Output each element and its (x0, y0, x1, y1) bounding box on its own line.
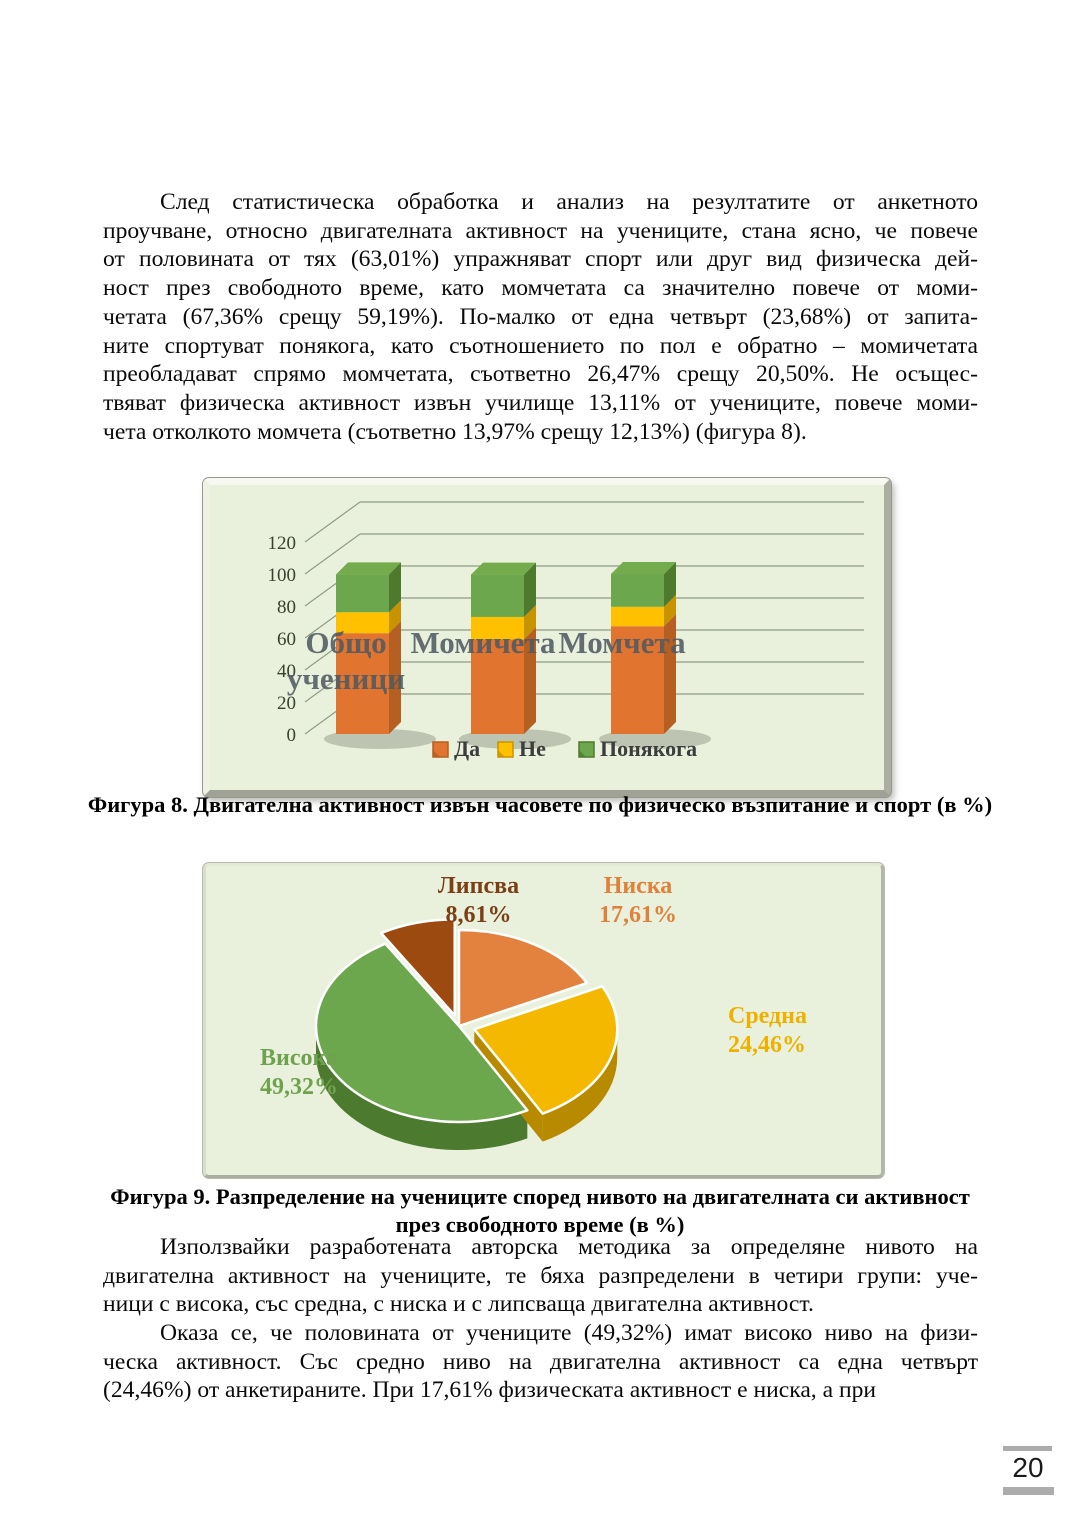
figure-9-caption-line-2: през свободното време (в %) (395, 1212, 685, 1237)
body-paragraph-3: Оказа се, че половината от учениците (49… (103, 1319, 978, 1405)
pie-label-niska-text: Ниска (603, 873, 673, 899)
pie-label-niska-value: 17,61% (599, 902, 677, 928)
pie-label-lipsva: Липсва 8,61% (396, 872, 561, 930)
category-label: Момчета (558, 625, 686, 660)
pie-label-lipsva-value: 8,61% (445, 902, 512, 928)
legend-label: Не (519, 736, 546, 761)
pie-slice (457, 928, 589, 1028)
pie-slice (473, 985, 619, 1115)
text-line: (24,46%) от анкетираните. При 17,61% физ… (103, 1377, 877, 1404)
text-line: ните спортуват понякога, като съотношени… (103, 332, 978, 359)
pie-slice (379, 918, 456, 1017)
bar-segment-side (389, 621, 401, 734)
pie-slice (314, 942, 529, 1124)
text-line: Използвайки разработената авторска метод… (160, 1234, 978, 1260)
pie-chart-canvas (314, 918, 619, 1150)
page-number-rule-bottom (1003, 1487, 1054, 1495)
bar-segment (611, 626, 664, 734)
bar-segment-side (389, 600, 401, 634)
text-line: Оказа се, че половината от учениците (49… (160, 1320, 978, 1346)
text-line: проучване, относно двигателната активнос… (103, 217, 978, 244)
text-line: твяват физическа активност извън училище… (103, 389, 978, 416)
y-tick-label: 80 (277, 597, 296, 618)
bar-segment (611, 574, 664, 607)
text-line: преобладават спрямо момчетата, съответно… (103, 361, 978, 388)
pie-slice-rim (316, 1026, 528, 1150)
text-line: от половината от тях (63,01%) упражняват… (103, 246, 978, 273)
pie-label-sredna-value: 24,46% (728, 1032, 806, 1058)
legend-swatch-shade (579, 750, 586, 757)
text-line: След статистическа обработка и анализ на… (160, 189, 978, 215)
legend-swatch (497, 741, 514, 758)
y-tick-label: 100 (268, 565, 297, 586)
legend-swatch-shade (498, 750, 505, 757)
pie-label-niska: Ниска 17,61% (558, 872, 718, 930)
page-number: 20 (1012, 1452, 1044, 1483)
bar-segment-side (664, 594, 676, 627)
bar-segment-side (664, 614, 676, 734)
y-tick-label: 0 (287, 725, 297, 746)
figure-9-caption: Фигура 9. Разпределение на учениците спо… (0, 1183, 1080, 1239)
category-label: ученици (287, 661, 405, 696)
bar-segment-side (389, 562, 401, 613)
pie-label-sredna-text: Средна (728, 1003, 807, 1029)
legend-swatch (578, 741, 595, 758)
pie-label-visoka: Висока 49,32% (224, 1044, 374, 1102)
bar-segment (471, 616, 524, 640)
body-paragraph-2: Използвайки разработената авторска метод… (103, 1233, 978, 1319)
text-line: ческа активност. Със средно ниво на двиг… (103, 1348, 978, 1375)
y-tick-label: 60 (277, 629, 296, 650)
bar-segment (336, 633, 389, 734)
figure-8-bar-chart: 0 20 40 60 80 100 120 Общо ученици Момичета Момчет… (203, 478, 891, 797)
figure-9-caption-line-1: Фигура 9. Разпределение на учениците спо… (110, 1184, 970, 1209)
legend-label: Да (454, 736, 480, 761)
bar-segment (336, 612, 389, 634)
pie-slice-rim (542, 1029, 618, 1142)
category-label: Момичета (410, 625, 556, 660)
legend-label: Понякога (600, 736, 697, 761)
figure-9-pie-chart: Липсва 8,61% Ниска 17,61% Средна 24,46% … (203, 863, 884, 1178)
bar-segment (336, 574, 389, 613)
pie-label-sredna: Средна 24,46% (728, 1002, 873, 1060)
bar-segment-side (664, 562, 676, 607)
y-tick-label: 40 (277, 661, 296, 682)
y-tick-label: 120 (268, 533, 297, 554)
bar-top-face (336, 562, 401, 575)
bar-top-face (471, 562, 536, 575)
text-line: ност през свободното време, като момчета… (103, 275, 978, 302)
bar-segment-side (524, 562, 536, 617)
bar-segment-side (524, 604, 536, 640)
text-line: чета отколкото момчета (съответно 13,97%… (103, 418, 807, 445)
bar-segment (471, 639, 524, 734)
bar-segment (471, 574, 524, 617)
bar-segment-side (524, 627, 536, 734)
bar-segment (611, 606, 664, 627)
bar-top-face (611, 562, 676, 575)
pie-label-lipsva-text: Липсва (437, 873, 520, 899)
text-line: ници с висока, със средна, с ниска и с л… (103, 1291, 814, 1318)
pie-label-visoka-value: 49,32% (260, 1074, 338, 1100)
text-line: двигателна активност на учениците, те бя… (103, 1262, 978, 1289)
legend-swatch (432, 741, 449, 758)
page-number-rule-top (1003, 1446, 1052, 1451)
legend-swatch-shade (433, 750, 440, 757)
category-label: Общо (305, 625, 386, 660)
pie-label-visoka-text: Висока (260, 1045, 338, 1071)
text-line: четата (67,36% срещу 59,19%). По-малко о… (103, 303, 978, 330)
figure-8-caption: Фигура 8. Двигателна активност извън час… (87, 792, 993, 817)
body-paragraph-1: След статистическа обработка и анализ на… (103, 188, 978, 446)
y-tick-label: 20 (277, 693, 296, 714)
